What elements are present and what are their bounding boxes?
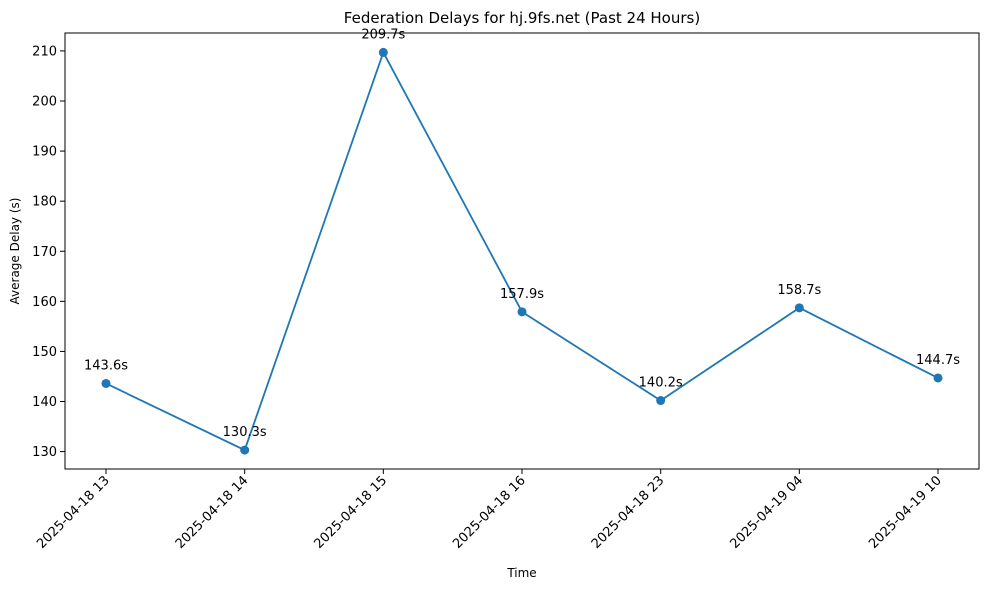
data-label: 143.6s	[84, 358, 128, 373]
y-tick-label: 190	[32, 145, 57, 160]
y-tick-label: 170	[32, 245, 57, 260]
y-tick-label: 180	[32, 195, 57, 210]
data-labels-layer: 143.6s 130.3s 209.7s 157.9s 140.2s 158.7s 144.…	[84, 27, 960, 440]
data-point	[378, 47, 388, 57]
series-layer	[101, 47, 943, 455]
data-label: 209.7s	[361, 27, 405, 42]
data-point	[101, 378, 111, 388]
y-tick-label: 130	[32, 445, 57, 460]
data-label: 130.3s	[223, 425, 267, 440]
data-label: 158.7s	[777, 283, 821, 298]
data-point	[517, 307, 527, 317]
data-label: 140.2s	[639, 376, 683, 391]
y-axis: 130 140 150 160 170 180 190 200 210	[32, 44, 65, 460]
y-tick-label: 150	[32, 345, 57, 360]
y-tick-label: 210	[32, 44, 57, 59]
y-tick-label: 200	[32, 94, 57, 109]
data-label: 144.7s	[916, 353, 960, 368]
data-point	[656, 396, 666, 406]
y-axis-label: Average Delay (s)	[8, 198, 22, 305]
data-point	[794, 303, 804, 313]
y-tick-label: 160	[32, 295, 57, 310]
chart-title: Federation Delays for hj.9fs.net (Past 2…	[344, 9, 700, 27]
data-label: 157.9s	[500, 287, 544, 302]
data-point	[240, 445, 250, 455]
data-point	[933, 373, 943, 383]
x-axis-label: Time	[506, 566, 536, 580]
y-tick-label: 140	[32, 395, 57, 410]
